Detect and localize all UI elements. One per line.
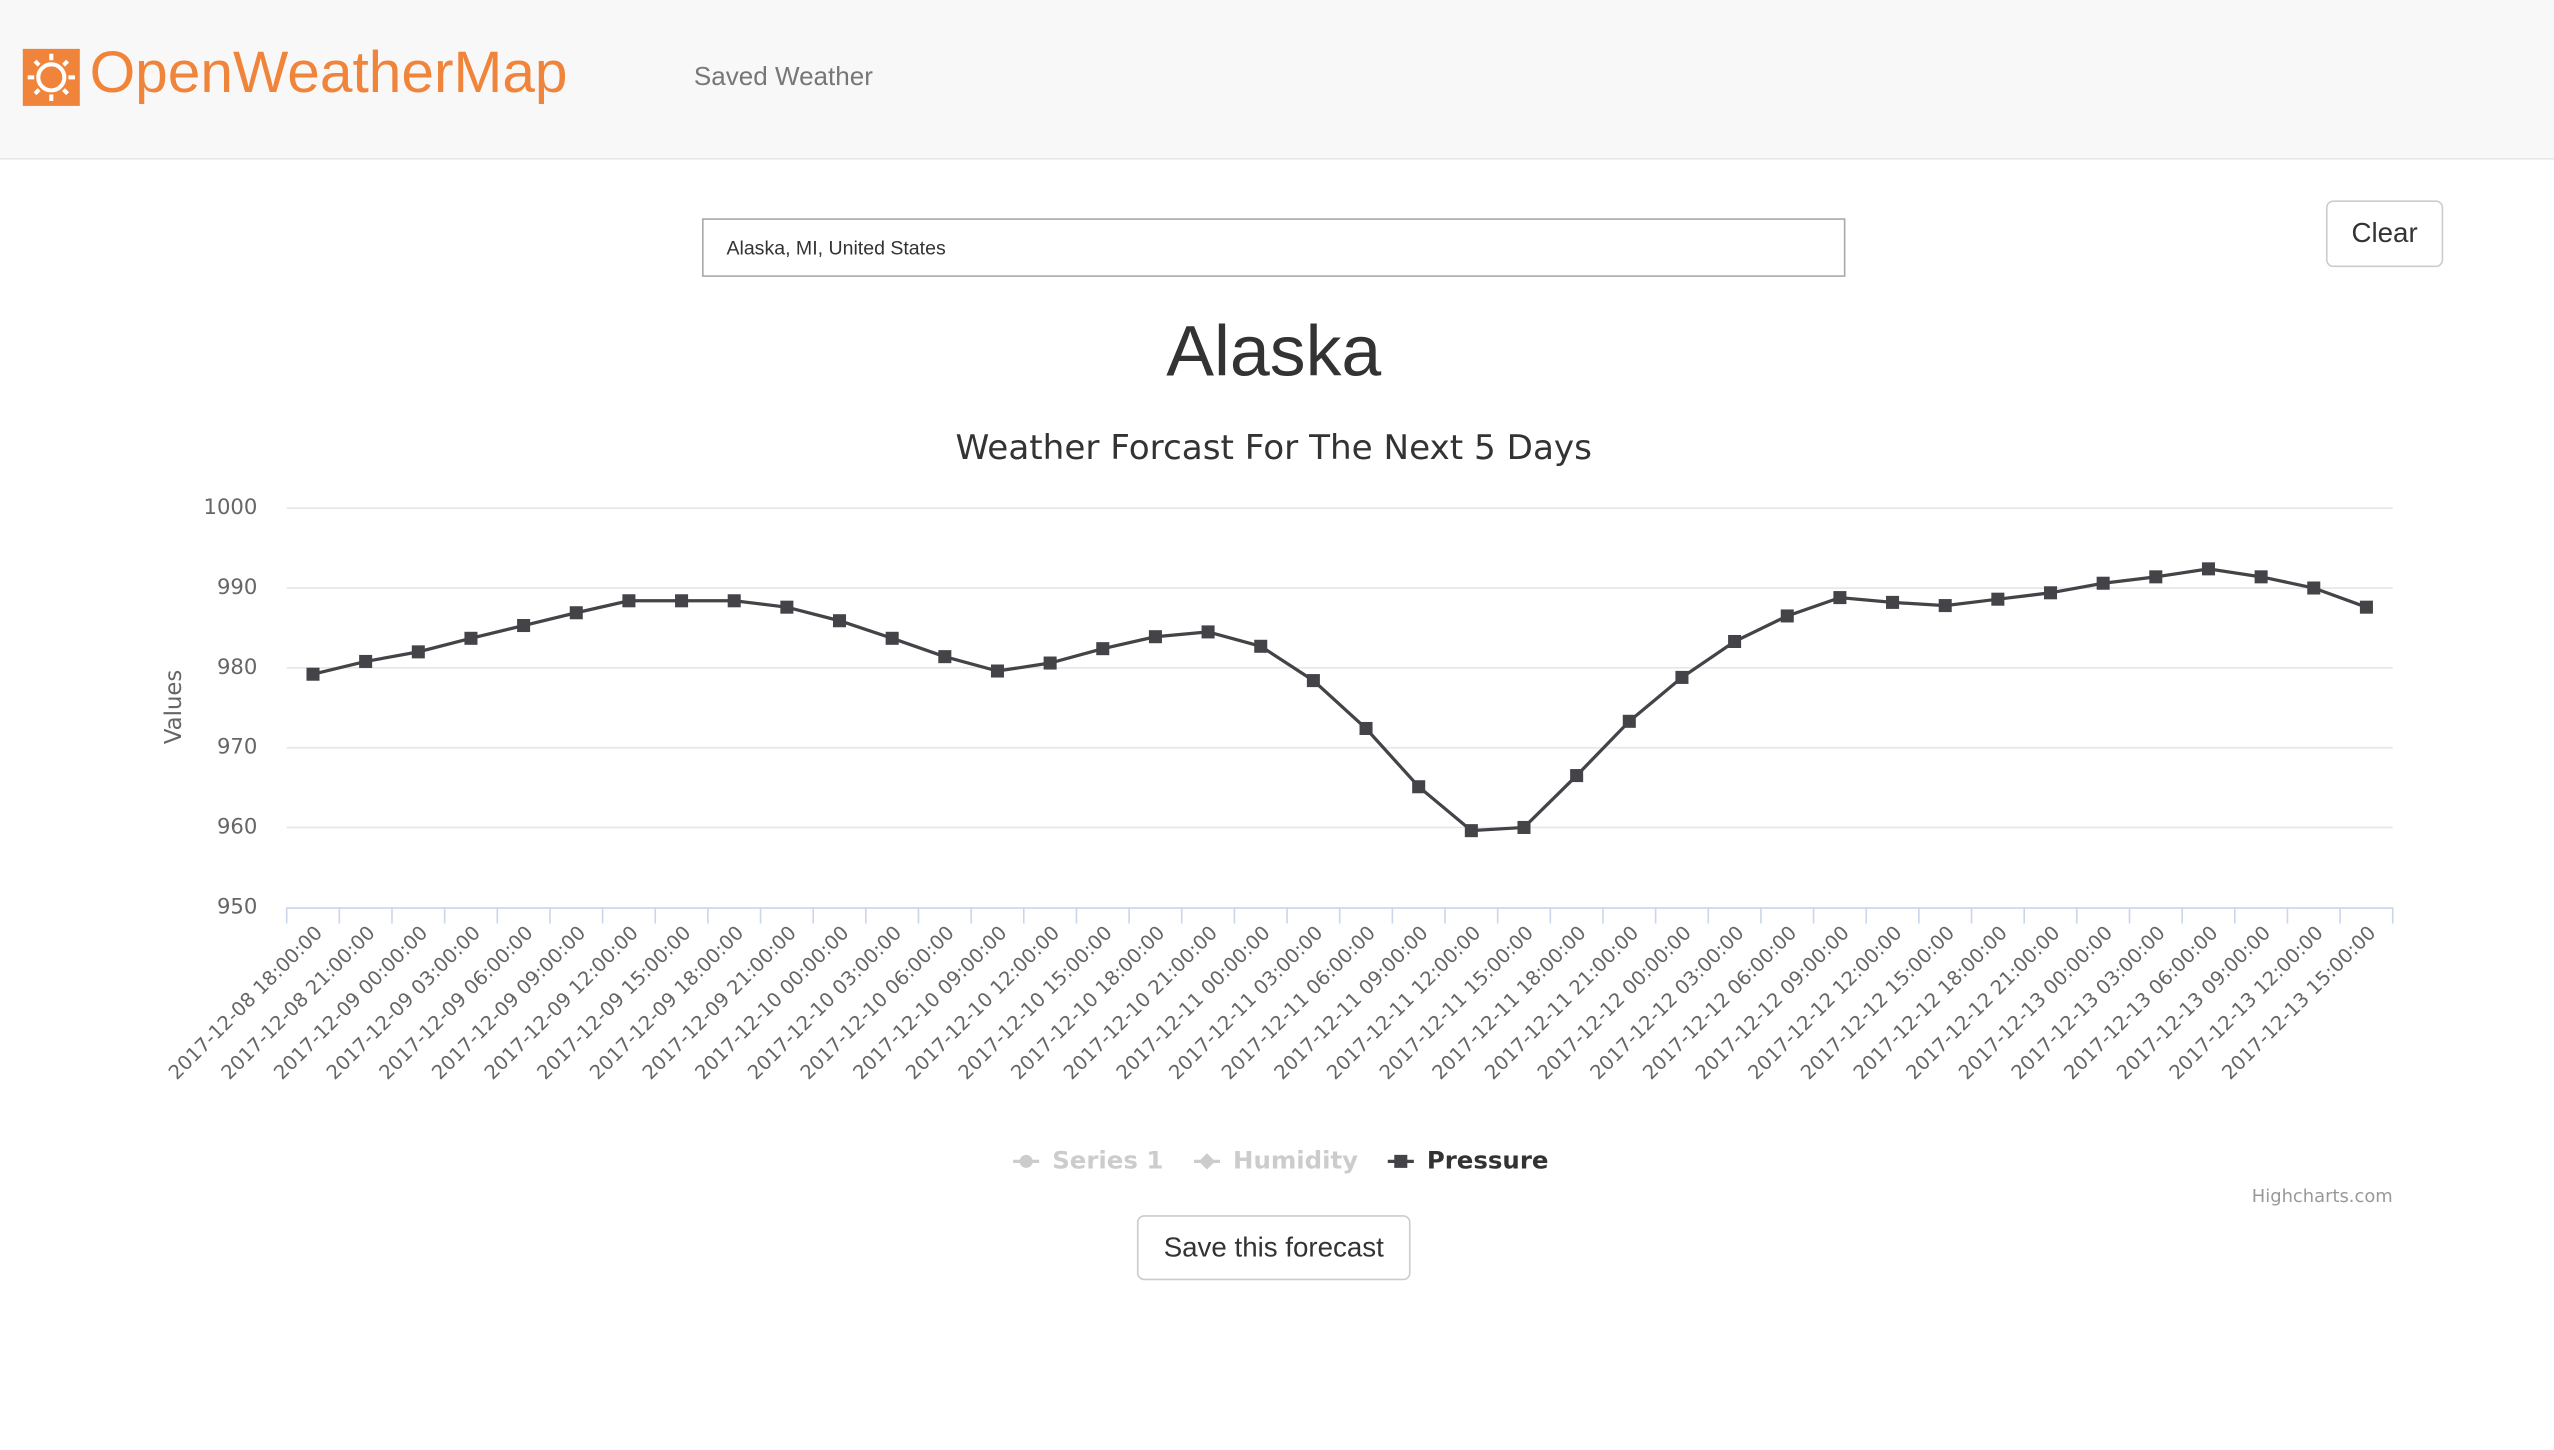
data-point [464,631,478,645]
legend-symbol-marker [1198,1153,1216,1170]
data-point [1833,591,1847,605]
data-point [1938,599,1952,613]
data-point [1570,769,1584,783]
chart-title: Weather Forcast For The Next 5 Days [955,428,1591,468]
data-point [1517,820,1531,834]
data-point [1201,625,1215,639]
data-point [938,650,952,664]
clear-label: Clear [2352,217,2418,248]
data-point [1254,639,1268,653]
data-point [2043,586,2058,600]
credits[interactable]: Highcharts.com [2252,1186,2393,1207]
data-point [1464,824,1478,838]
data-point [780,600,794,614]
data-point [1728,634,1742,649]
data-point [2359,600,2373,614]
legend-symbol-marker [1019,1154,1033,1168]
data-point [2096,576,2110,590]
data-point [1622,714,1636,728]
data-point [517,619,531,633]
navbar [0,0,2554,158]
data-point [1675,670,1689,684]
data-point [1306,674,1320,688]
data-point [1043,656,1057,670]
data-point [727,594,741,608]
data-point [622,594,636,608]
y-tick-label: 970 [217,734,257,759]
y-tick-label: 990 [217,574,257,599]
clear-button[interactable] [2325,200,2444,268]
data-point [885,631,899,645]
logo-text[interactable]: OpenWeatherMap [90,40,568,105]
data-point [1096,642,1110,656]
data-point [1359,721,1373,736]
city-heading: Alaska [1166,312,1381,392]
data-point [1412,780,1426,794]
data-point [1991,592,2005,606]
search-input[interactable] [702,218,1846,277]
nav-link[interactable]: Saved Weather [694,61,873,91]
search-value: Alaska, MI, United States [726,237,946,259]
y-tick-label: 980 [217,654,257,679]
legend-item[interactable]: Pressure [1427,1145,1549,1174]
data-point [569,606,583,620]
data-point [2201,562,2215,576]
data-point [2149,570,2163,584]
y-tick-label: 950 [217,893,257,918]
logo-icon [22,48,80,106]
y-tick-label: 1000 [204,494,258,519]
data-point [1780,609,1794,623]
save-label: Save this forecast [1164,1232,1384,1263]
series-line [312,567,2367,833]
y-tick-label: 960 [217,813,257,838]
data-point [359,654,373,668]
legend-item[interactable]: Humidity [1233,1145,1358,1174]
data-point [411,645,425,659]
data-point [1148,630,1162,644]
data-point [675,594,689,608]
data-point [1886,595,1900,609]
save-button[interactable] [1136,1215,1411,1281]
data-point [2307,581,2321,595]
legend-symbol-marker [1394,1154,1408,1168]
data-point [833,614,847,628]
data-point [2254,570,2268,584]
data-point [306,667,320,681]
legend-item[interactable]: Series 1 [1052,1145,1163,1174]
y-axis-label: Values [161,670,187,744]
data-point [990,664,1004,678]
